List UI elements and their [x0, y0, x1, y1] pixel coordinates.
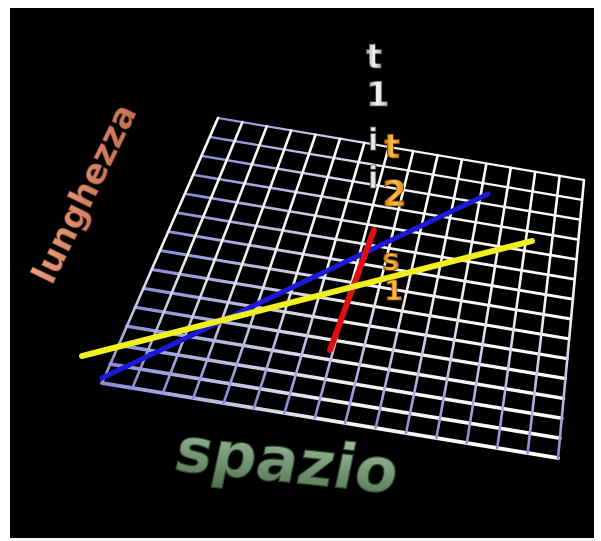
grid-line-row — [208, 135, 584, 202]
grid-line-column — [435, 162, 488, 440]
length-axis-label: lunghezza — [24, 98, 145, 290]
grid-line-column — [374, 153, 439, 430]
diagram-frame: t 1 i i t 2 s 1 lunghezza spazio — [10, 8, 594, 538]
t1-letter-i-upper: i — [368, 123, 378, 158]
grid-line-column — [495, 170, 537, 450]
time-axis-label-t1: t 1 i i — [366, 37, 390, 197]
grid-line-row — [133, 305, 568, 381]
position-label-s1: s 1 — [382, 243, 404, 308]
grid-line-column — [252, 137, 342, 410]
grid-line-row — [108, 362, 562, 440]
grid-line-row — [125, 324, 566, 401]
t1-letter-t: t — [366, 37, 382, 77]
grid-line-column — [131, 120, 244, 390]
grid-line-row — [183, 192, 578, 261]
grid-line-column — [191, 129, 293, 400]
spacetime-scene: t 1 i i t 2 s 1 lunghezza spazio — [24, 37, 586, 509]
spacetime-grid — [100, 116, 586, 460]
grid-line-row — [200, 154, 582, 221]
grid-line-row — [150, 267, 571, 341]
grid-line-column — [161, 124, 269, 395]
t2-letter-t: t — [384, 127, 400, 167]
grid-line-column — [404, 158, 464, 435]
s1-letter-1: 1 — [384, 274, 403, 307]
grid-line-row — [191, 173, 580, 241]
grid-line-row — [216, 116, 586, 182]
grid-line-row — [100, 381, 560, 460]
t2-letter-2: 2 — [382, 174, 407, 215]
t1-letter-i-lower: i — [368, 161, 378, 196]
grid-line-row — [141, 286, 569, 361]
grid-line-column — [222, 133, 317, 405]
grid-line-column — [526, 174, 561, 455]
grid-line-row — [116, 343, 564, 421]
grid-line-row — [166, 230, 575, 301]
grid-line-column — [343, 149, 415, 425]
grid-line-column — [100, 116, 220, 385]
s1-letter-s: s — [382, 243, 400, 278]
grid-line-column — [556, 178, 586, 460]
time-axis-label-t2: t 2 — [382, 127, 408, 216]
yellow-worldline — [79, 238, 535, 359]
blue-worldline — [99, 191, 491, 381]
t1-letter-1: 1 — [366, 75, 390, 115]
grid-line-column — [283, 141, 366, 415]
grid-line-column — [465, 166, 513, 445]
